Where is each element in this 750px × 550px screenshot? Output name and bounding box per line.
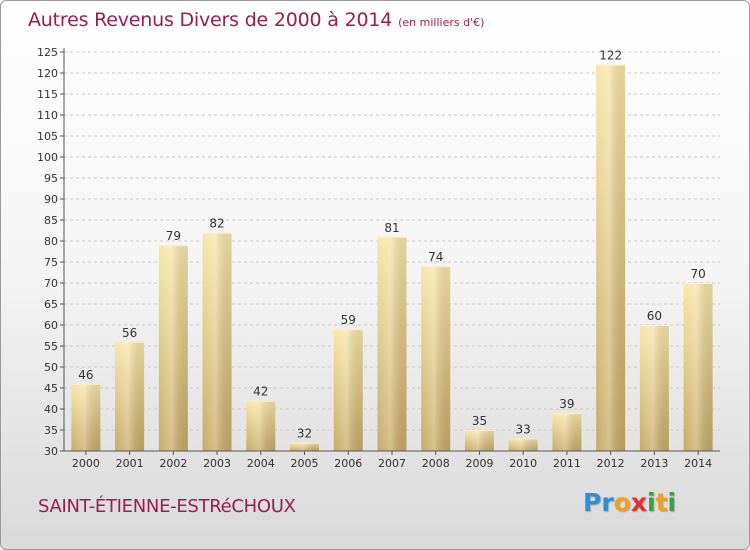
y-tick-label: 65 [44,298,58,311]
y-tick-label: 35 [44,424,58,437]
logo-letter: x [630,488,647,517]
y-tick-label: 70 [44,277,58,290]
bar-value-label: 56 [122,326,137,340]
y-tick-label: 45 [44,382,58,395]
bar-shine [290,442,320,451]
bar-value-label: 79 [166,229,181,243]
bar-shine [552,413,582,451]
bar-shine [246,400,276,451]
bar-value-label: 82 [209,217,224,231]
logo-letter: o [613,488,631,517]
logo-letter: i [647,488,656,517]
y-tick-label: 85 [44,214,58,227]
bar-shine [508,438,538,451]
bar-value-label: 74 [428,250,443,264]
bar-value-label: 59 [341,313,356,327]
bar-value-label: 32 [297,427,312,441]
bar-shine [596,64,626,451]
x-tick-label: 2005 [291,457,319,470]
bar-shine [158,245,188,451]
bar-shine [71,383,101,451]
bars-group [71,64,713,451]
x-tick-label: 2001 [116,457,144,470]
bar-value-label: 70 [690,267,705,281]
bar-shine [639,325,669,451]
x-tick-label: 2006 [334,457,362,470]
bar-value-label: 42 [253,385,268,399]
bar-value-label: 81 [384,221,399,235]
logo-letter: t [655,488,668,517]
y-tick-label: 75 [44,256,58,269]
y-tick-label: 30 [44,445,58,458]
y-tick-label: 60 [44,319,58,332]
x-tick-label: 2004 [247,457,275,470]
x-tick-label: 2012 [597,457,625,470]
labels-group: 30 35 40 45 50 55 60 65 70 75 80 85 90 95 100 105 110 115… [37,46,712,470]
bar-shine [683,283,713,451]
x-tick-label: 2002 [159,457,187,470]
bar-shine [377,236,407,451]
x-tick-label: 2013 [640,457,668,470]
axes-group [60,48,720,455]
x-tick-label: 2010 [509,457,537,470]
bar-shine [115,341,145,451]
bar-shine [333,329,363,451]
y-tick-label: 50 [44,361,58,374]
logo-letter: r [601,488,614,517]
bar-value-label: 39 [559,397,574,411]
y-tick-label: 100 [37,151,58,164]
bar-value-label: 46 [78,368,93,382]
x-tick-label: 2000 [72,457,100,470]
x-tick-label: 2009 [465,457,493,470]
chart-title: Autres Revenus Divers de 2000 à 2014 (en … [28,9,484,31]
bar-value-label: 33 [516,422,531,436]
y-tick-label: 105 [37,130,58,143]
x-tick-label: 2007 [378,457,406,470]
y-tick-label: 55 [44,340,58,353]
y-tick-label: 90 [44,193,58,206]
bar-shine [202,232,232,451]
y-tick-label: 120 [37,67,58,80]
y-tick-label: 95 [44,172,58,185]
chart-unit-note: (en milliers d'€) [398,16,485,29]
y-tick-label: 115 [37,88,58,101]
x-tick-label: 2011 [553,457,581,470]
x-tick-label: 2008 [422,457,450,470]
bar-shine [464,430,494,451]
bar-value-label: 60 [647,309,662,323]
x-tick-label: 2014 [684,457,712,470]
y-tick-label: 125 [37,46,58,59]
logo-letter: P [583,488,602,517]
y-tick-label: 40 [44,403,58,416]
chart-title-main: Autres Revenus Divers de 2000 à 2014 [28,9,393,31]
y-tick-label: 110 [37,109,58,122]
y-tick-label: 80 [44,235,58,248]
commune-name: SAINT-ÉTIENNE-ESTRéCHOUX [38,496,296,517]
bar-value-label: 35 [472,414,487,428]
bar-shine [421,266,451,451]
bar-value-label: 122 [599,49,622,63]
x-tick-label: 2003 [203,457,231,470]
logo-letter: i [667,488,677,517]
proxiti-logo: Proxiti [583,488,676,517]
